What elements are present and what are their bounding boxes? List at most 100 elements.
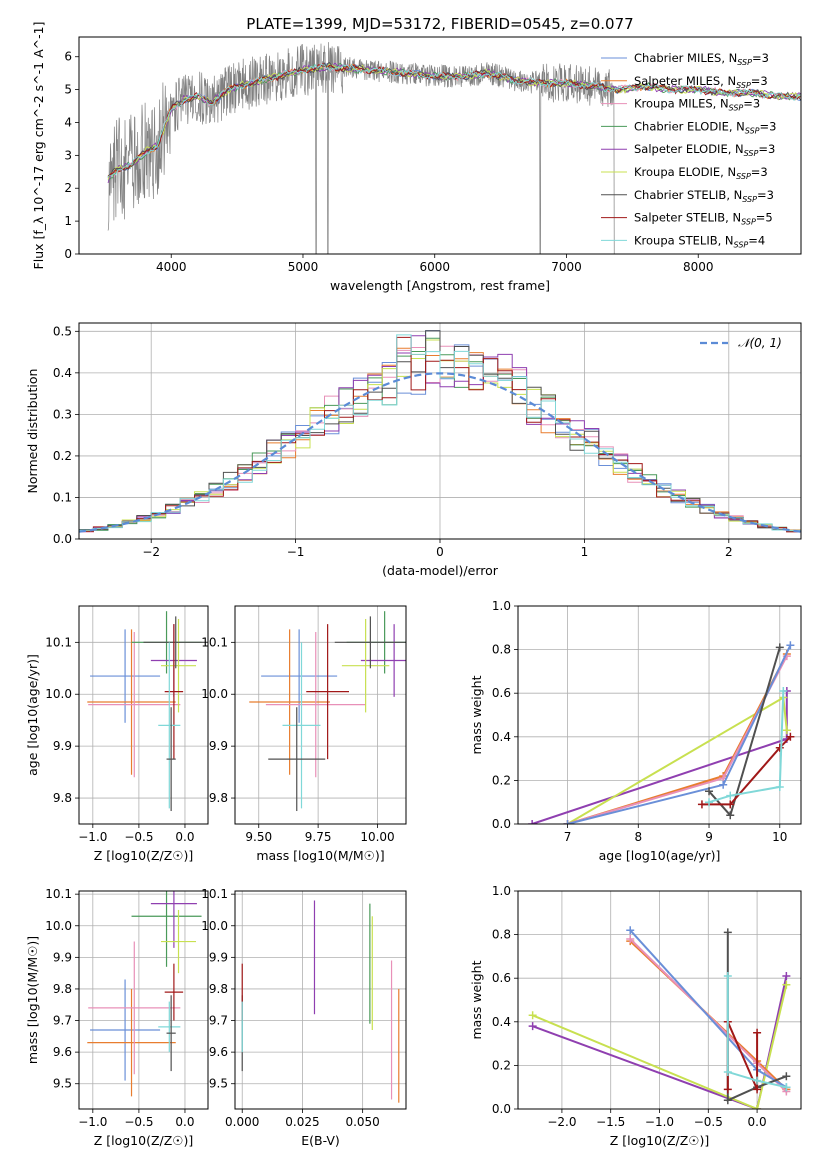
x-tick-label: 7	[564, 830, 572, 844]
y-tick-label: 0.4	[492, 730, 511, 744]
weight-marker	[782, 1072, 791, 1081]
y-tick-label: 9.8	[53, 982, 72, 996]
weight-marker	[775, 643, 784, 652]
legend-label-text: Kroupa MILES, N	[634, 97, 729, 111]
legend-label-text: Kroupa ELODIE, N	[634, 165, 736, 179]
legend-label-sub: SSP	[745, 126, 760, 135]
weight-marker	[782, 972, 791, 981]
weight-marker	[779, 687, 788, 696]
x-axis-label: (data-model)/error	[382, 563, 499, 578]
x-tick-label: 10	[772, 830, 787, 844]
x-tick-label: −0.5	[124, 1115, 153, 1129]
weight-line-4	[567, 655, 788, 824]
y-tick-label: 0.3	[53, 407, 72, 421]
legend-label-sub: SSP	[737, 58, 752, 67]
x-axis-label: wavelength [Angstrom, rest frame]	[330, 278, 550, 293]
x-axis-label: E(B-V)	[301, 1133, 340, 1148]
axes-frame	[234, 890, 407, 1110]
y-tick-label: 1	[64, 214, 72, 228]
legend-label-sub: SSP	[744, 149, 759, 158]
axes-residual-histogram: −2 −1 0 1 2 0.0 0.1 0.2 0.3 0.4 0.5 (data-model)/er…	[25, 322, 802, 578]
weight-marker	[528, 1022, 537, 1031]
weight-line-1	[531, 691, 788, 824]
plot-area	[87, 611, 208, 812]
axes-mass-weight-vs-age: 7 8 9 10 0.0 0.2 0.4 0.6 0.8 1.0 age [log10(age/yr…	[469, 599, 802, 863]
y-tick-label: 10.1	[45, 887, 72, 901]
y-tick-label: 1.0	[492, 599, 511, 613]
weight-marker	[723, 1067, 732, 1076]
y-axis-label: Normed distribution	[25, 369, 40, 494]
plot-area	[249, 611, 406, 812]
axes-age-vs-Z: −1.0 −0.5 0.0 9.8 9.9 10.0 10.1 Z [log10(Z/Z☉)]…	[25, 605, 209, 863]
legend-label-suffix: =3	[760, 119, 777, 133]
legend-label-text: Chabrier MILES, N	[634, 51, 737, 65]
legend-label-suffix: =3	[751, 165, 768, 179]
axes-mass-weight-vs-Z: −2.0 −1.5 −1.0 −0.5 0.0 0.0 0.2 0.4 0.6 0.8 1.0 Z […	[469, 884, 802, 1148]
weight-marker	[753, 1105, 762, 1109]
axes-frame	[78, 36, 802, 255]
residual-legend: 𝒩(0, 1)	[700, 336, 782, 350]
y-tick-label: 9.9	[209, 739, 228, 753]
legend-label-text: Chabrier ELODIE, N	[634, 119, 745, 133]
weight-marker	[528, 820, 537, 824]
weight-marker	[753, 1076, 762, 1085]
plot-area	[87, 891, 202, 1097]
x-axis-label: mass [log10(M/M☉)]	[256, 848, 384, 863]
x-tick-label: 10.00	[360, 830, 394, 844]
x-tick-label: 2	[725, 545, 733, 559]
weight-marker	[723, 972, 732, 981]
y-tick-label: 2	[64, 181, 72, 195]
y-tick-label: 0.5	[53, 324, 72, 338]
x-tick-label: 1	[581, 545, 589, 559]
axes-frame	[517, 890, 802, 1110]
weight-line-2	[532, 984, 788, 1109]
y-tick-label: 0.2	[53, 449, 72, 463]
legend-label-1: Chabrier MILES, NSSP=3	[634, 51, 769, 67]
legend-label-suffix: =3	[752, 51, 769, 65]
legend-label-suffix: =3	[743, 97, 760, 111]
x-axis-label: Z [log10(Z/Z☉)]	[94, 1133, 194, 1148]
weight-marker	[626, 926, 635, 935]
axes-age-vs-mass: 9.50 9.75 10.00 9.8 9.9 10.0 10.1 mass [log10(M…	[201, 605, 407, 863]
y-tick-label: 0.2	[492, 773, 511, 787]
y-tick-label: 9.8	[209, 982, 228, 996]
model-spectrum-9	[107, 63, 801, 178]
x-tick-label: 0.000	[225, 1115, 259, 1129]
legend-label-suffix: =3	[758, 142, 775, 156]
y-tick-label: 9.5	[53, 1077, 72, 1091]
y-tick-label: 10.0	[201, 687, 228, 701]
weight-marker	[775, 743, 784, 752]
x-tick-label: 0.0	[175, 1115, 194, 1129]
weight-line-3	[567, 653, 788, 824]
axes-frame	[78, 605, 209, 825]
y-tick-label: 9.6	[209, 1045, 228, 1059]
x-tick-label: 0.050	[345, 1115, 379, 1129]
x-tick-label: 8000	[683, 260, 714, 274]
model-spectrum-6	[107, 63, 801, 180]
x-tick-label: −1.0	[78, 1115, 107, 1129]
plot-area	[79, 330, 801, 535]
weight-line-1	[532, 975, 788, 1109]
x-tick-label: −2.0	[547, 1115, 576, 1129]
legend-label-sub: SSP	[734, 240, 749, 249]
weight-marker	[786, 641, 795, 650]
weight-marker	[719, 780, 728, 789]
weight-line-8	[708, 690, 785, 804]
y-tick-label: 0	[64, 247, 72, 261]
legend-label-7: Chabrier STELIB, NSSP=3	[634, 188, 774, 204]
weight-marker	[723, 1085, 732, 1094]
y-tick-label: 0.6	[492, 686, 511, 700]
plot-area	[241, 900, 400, 1103]
axes-frame	[78, 322, 802, 540]
y-tick-label: 9.8	[53, 791, 72, 805]
x-tick-label: 6000	[419, 260, 450, 274]
weight-line-6	[708, 647, 781, 818]
y-tick-label: 0.8	[492, 643, 511, 657]
legend-label-sub: SSP	[736, 81, 751, 90]
weight-marker	[697, 800, 706, 809]
legend-label-sub: SSP	[742, 195, 757, 204]
y-tick-label: 0.0	[492, 817, 511, 831]
weight-marker	[705, 787, 714, 796]
